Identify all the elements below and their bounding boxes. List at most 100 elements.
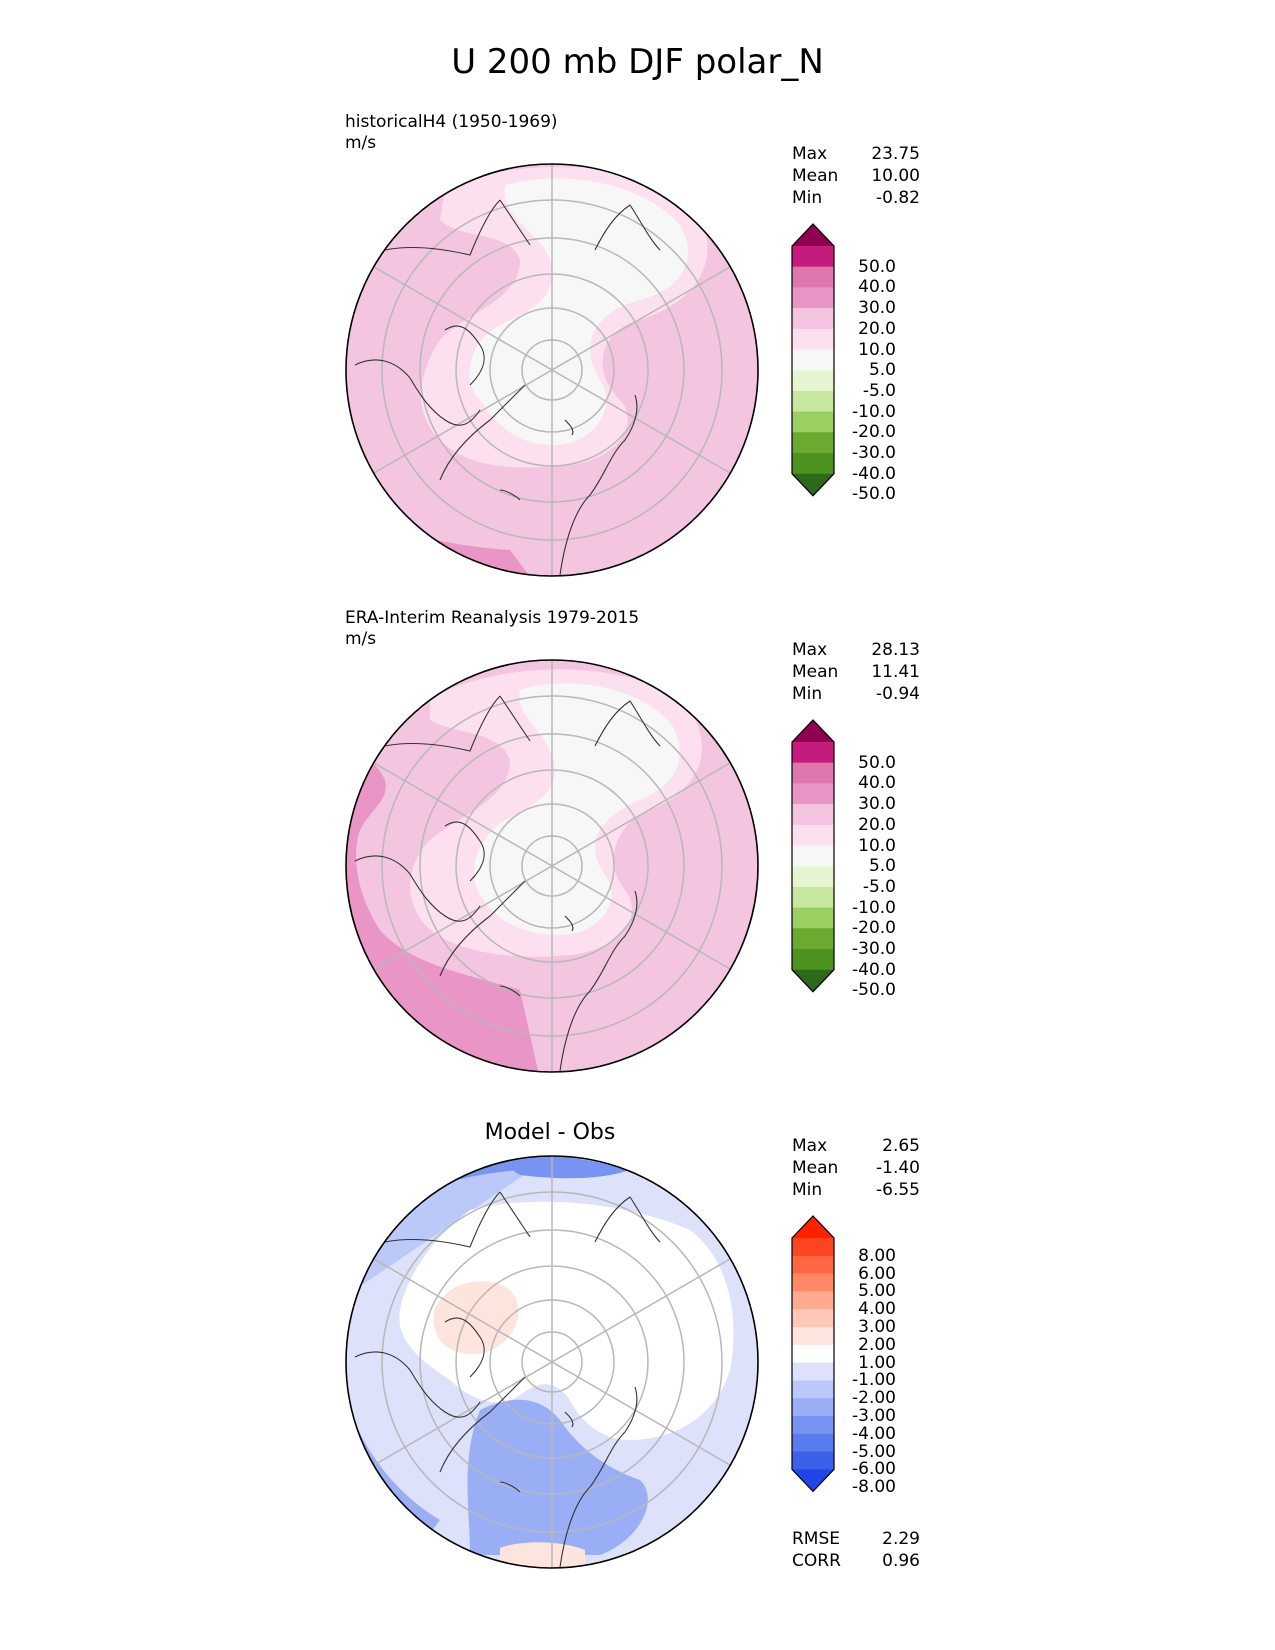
contour-minus2-minus1 xyxy=(346,1156,552,1300)
panel-3-metrics: RMSE 2.29 CORR 0.96 xyxy=(792,1528,920,1572)
colorbar-tick-label: -8.00 xyxy=(852,1477,896,1498)
colorbar-tick-label: 5.00 xyxy=(858,1281,896,1302)
figure-title: U 200 mb DJF polar_N xyxy=(451,42,824,82)
map-border-3 xyxy=(345,1155,759,1569)
map-panel-2 xyxy=(345,659,759,1073)
map-panel-3 xyxy=(345,1155,759,1569)
stat-value: -0.82 xyxy=(876,188,920,208)
stat-label: Min xyxy=(792,684,823,704)
field-contours-3 xyxy=(346,1156,758,1568)
colorbar-segment xyxy=(792,1416,834,1435)
colorbar-top-extension xyxy=(792,224,834,246)
colorbar-segment xyxy=(792,1362,834,1381)
stat-label: Mean xyxy=(792,662,839,682)
colorbar-segment xyxy=(792,246,834,268)
colorbar-tick-label: -40.0 xyxy=(852,959,896,980)
colorbar-tick-label: -10.0 xyxy=(852,897,896,918)
colorbar-bottom-extension xyxy=(792,969,834,992)
colorbar-segment xyxy=(792,1451,834,1470)
coastlines-3 xyxy=(354,1191,661,1568)
field-contours-1 xyxy=(346,164,758,576)
colorbar-3 xyxy=(791,1215,835,1493)
panel-2-name: ERA-Interim Reanalysis 1979-2015 xyxy=(345,608,640,628)
colorbar-tick-label: 20.0 xyxy=(858,814,896,835)
stat-value: 28.13 xyxy=(871,640,920,660)
colorbar-segment xyxy=(792,308,834,330)
colorbar-segment xyxy=(792,1291,834,1310)
colorbar-outline xyxy=(791,1215,835,1493)
colorbar-tick-label: 1.00 xyxy=(858,1352,896,1373)
colorbar-tick-label: -20.0 xyxy=(852,918,896,939)
map-panel-1 xyxy=(345,163,759,577)
colorbar-segment xyxy=(792,866,834,888)
colorbar-2 xyxy=(791,719,835,993)
contour-5-10 xyxy=(469,178,688,445)
stat-value: 23.75 xyxy=(871,144,920,164)
colorbar-segment xyxy=(792,1380,834,1399)
stat-value: -0.94 xyxy=(876,684,920,704)
contour-1-2-south xyxy=(500,1542,585,1568)
colorbar-1 xyxy=(791,223,835,497)
colorbar-tick-label: -2.00 xyxy=(852,1388,896,1409)
colorbar-tick-label: -5.00 xyxy=(852,1441,896,1462)
stat-label: Mean xyxy=(792,1158,839,1178)
stat-value: -1.40 xyxy=(876,1158,920,1178)
panel-1-stats: Max 23.75 Mean 10.00 Min -0.82 xyxy=(792,143,920,209)
stat-value: 10.00 xyxy=(871,166,920,186)
colorbar-tick-label: 10.0 xyxy=(858,339,896,360)
stat-label: Mean xyxy=(792,166,839,186)
graticule-1 xyxy=(373,164,731,576)
colorbar-segment xyxy=(792,328,834,350)
colorbar-tick-label: -30.0 xyxy=(852,939,896,959)
metric-label: RMSE xyxy=(792,1529,841,1549)
colorbar-tick-label: -20.0 xyxy=(852,422,896,443)
colorbar-segment xyxy=(792,1433,834,1453)
colorbar-segment xyxy=(792,886,834,909)
colorbar-tick-label: 10.0 xyxy=(858,835,896,856)
panel-2-caption: ERA-Interim Reanalysis 1979-2015 m/s xyxy=(345,608,639,650)
colorbar-tick-label: 40.0 xyxy=(858,773,896,794)
colorbar-segment xyxy=(792,742,834,764)
colorbar-segment xyxy=(792,1309,834,1328)
colorbar-segment xyxy=(792,266,834,288)
contour-minus1-1 xyxy=(399,1201,734,1440)
colorbar-tick-label: 6.00 xyxy=(858,1263,896,1284)
colorbar-tick-label: -6.00 xyxy=(852,1459,896,1480)
colorbar-tick-label: -50.0 xyxy=(852,484,896,505)
stat-value: -6.55 xyxy=(876,1180,920,1200)
colorbar-segment xyxy=(792,824,834,846)
map-border-2 xyxy=(345,659,759,1073)
colorbar-tick-label: -40.0 xyxy=(852,463,896,484)
colorbar-outline xyxy=(791,223,835,497)
graticule-3 xyxy=(373,1156,731,1568)
colorbar-tick-label: -50.0 xyxy=(852,980,896,1001)
colorbar-segment xyxy=(792,1238,834,1257)
colorbar-segment xyxy=(792,432,834,454)
colorbar-segment xyxy=(792,411,834,433)
stat-label: Min xyxy=(792,1180,823,1200)
colorbar-tick-label: 50.0 xyxy=(858,256,896,277)
stat-label: Min xyxy=(792,188,823,208)
graticule-2 xyxy=(373,660,731,1072)
stat-label: Max xyxy=(792,640,828,660)
colorbar-segment xyxy=(792,949,834,971)
panel-2-stats: Max 28.13 Mean 11.41 Min -0.94 xyxy=(792,639,920,705)
stat-label: Max xyxy=(792,1136,828,1156)
panel-2-units: m/s xyxy=(345,629,377,649)
colorbar-tick-label: -10.0 xyxy=(852,401,896,422)
colorbar-segment xyxy=(792,804,834,826)
colorbar-bottom-extension xyxy=(792,473,834,496)
colorbar-tick-label: -1.00 xyxy=(852,1370,896,1391)
metric-value: 2.29 xyxy=(882,1529,920,1549)
colorbar-segment xyxy=(792,1273,834,1292)
colorbar-tick-label: 4.00 xyxy=(858,1299,896,1320)
colorbar-segment xyxy=(792,928,834,950)
colorbar-segment xyxy=(792,1255,834,1275)
colorbar-outline xyxy=(791,719,835,993)
stat-label: Max xyxy=(792,144,828,164)
colorbar-top-extension xyxy=(792,720,834,742)
colorbar-tick-label: 5.0 xyxy=(868,856,896,877)
colorbar-tick-label: -5.0 xyxy=(862,380,896,401)
colorbar-segment xyxy=(792,1327,834,1346)
colorbar-tick-label: 2.00 xyxy=(858,1334,896,1355)
